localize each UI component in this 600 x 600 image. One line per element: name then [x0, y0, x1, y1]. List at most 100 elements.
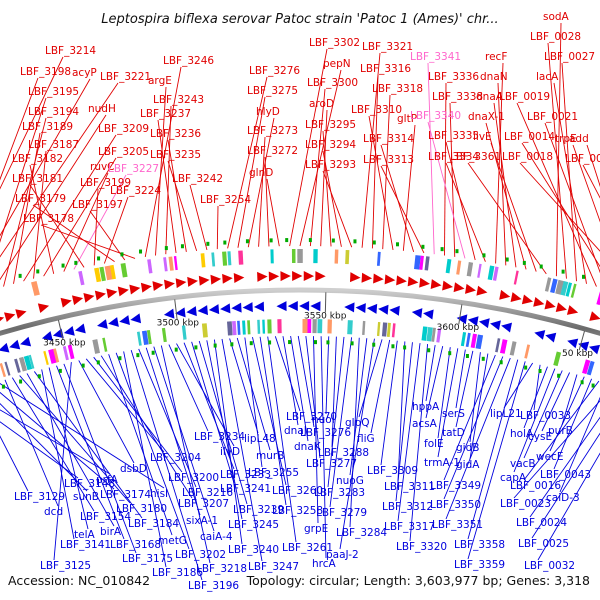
- leader-line: [380, 165, 425, 254]
- tick-mark: [578, 330, 585, 351]
- feature-marker: [136, 353, 140, 358]
- feature-marker: [285, 238, 289, 243]
- leader-line: [183, 342, 235, 470]
- forward-gene-arrow: [407, 276, 419, 287]
- leader-line: [349, 338, 368, 476]
- leader-line: [48, 367, 89, 530]
- reverse-gene-arrow: [411, 308, 423, 319]
- gene-label: LBF_3168: [110, 539, 161, 551]
- gene-label: LBF_0023: [500, 498, 551, 510]
- reverse-cog-block: [102, 337, 108, 352]
- reverse-gene-arrow: [378, 304, 389, 315]
- reverse-cog-block: [509, 341, 517, 356]
- gene-label: LBF_3361: [450, 151, 501, 163]
- leader-line: [266, 178, 280, 247]
- gene-label: LBF_3334: [428, 151, 479, 163]
- leader-line: [43, 157, 117, 277]
- forward-gene-arrow: [384, 274, 396, 285]
- forward-cog-block: [413, 255, 421, 270]
- leader-line: [247, 117, 275, 248]
- leader-line: [53, 362, 72, 561]
- feature-marker: [313, 340, 317, 345]
- gene-label: LBF_3175: [122, 553, 173, 565]
- feature-marker: [561, 269, 565, 274]
- reverse-cog-block: [181, 325, 187, 340]
- feature-marker: [269, 238, 273, 243]
- leader-line: [41, 369, 75, 540]
- gene-label: LBF_3148: [64, 478, 115, 490]
- leader-line: [26, 373, 115, 527]
- gene-label: sunB: [73, 491, 99, 503]
- feature-marker: [372, 240, 376, 245]
- gene-label: LBF_3197: [72, 199, 123, 211]
- leader-line: [0, 82, 119, 258]
- feature-marker: [455, 249, 459, 254]
- reverse-cog-block: [53, 348, 60, 363]
- forward-cog-block: [109, 264, 116, 280]
- leader-line: [236, 337, 271, 451]
- forward-cog-block: [222, 251, 228, 266]
- accession-label: Accession: NC_010842: [8, 573, 150, 588]
- gene-label: recF: [485, 51, 507, 63]
- leader-line: [309, 88, 326, 247]
- gene-label: LBF_0024: [516, 517, 567, 529]
- feature-marker: [499, 360, 503, 365]
- leader-line: [469, 352, 481, 443]
- reverse-cog-block: [201, 323, 208, 338]
- gene-label: LBF_3258: [272, 505, 323, 517]
- reverse-gene-arrow: [242, 302, 253, 313]
- leader-line: [85, 358, 165, 453]
- gene-label: nudH: [88, 103, 116, 115]
- map-title: Leptospira biflexa serovar Patoc strain …: [101, 12, 498, 27]
- reverse-cog-block: [14, 358, 21, 373]
- gene-label: prfA: [96, 474, 119, 486]
- gene-label: LBF_3174: [100, 489, 151, 501]
- leader-line: [100, 355, 193, 499]
- feature-marker: [120, 252, 124, 257]
- feature-marker: [1, 384, 5, 389]
- gene-label: LBF_3260: [272, 485, 323, 497]
- forward-gene-arrow: [419, 277, 430, 288]
- leader-line: [168, 344, 209, 432]
- gene-label: LBF_0028: [530, 31, 581, 43]
- gene-label: serS: [442, 408, 465, 420]
- leader-line: [513, 400, 600, 499]
- leader-line: [503, 362, 534, 409]
- leader-line: [155, 86, 167, 256]
- gene-label: ilvD: [220, 446, 240, 458]
- forward-cog-block: [570, 283, 577, 298]
- reverse-cog-block: [470, 333, 478, 349]
- gene-label: LBF_3227: [108, 163, 159, 175]
- reverse-gene-arrow: [41, 331, 53, 341]
- gene-label: LBF_0027: [544, 51, 595, 63]
- leader-line: [561, 62, 577, 282]
- gene-label: glnD: [249, 167, 273, 179]
- reverse-cog-block: [227, 321, 233, 336]
- leader-line: [264, 156, 270, 247]
- gene-label: purB: [548, 425, 573, 437]
- gene-label: LBF_3187: [28, 139, 79, 151]
- reverse-gene-arrow: [467, 316, 479, 327]
- gene-label: acyP: [72, 67, 97, 79]
- gene-label: add: [569, 133, 589, 145]
- leader-line: [93, 188, 99, 266]
- reverse-cog-block: [391, 323, 396, 338]
- reverse-gene-arrow: [231, 302, 242, 313]
- gene-label: LBF_3189: [22, 121, 73, 133]
- reverse-gene-arrow: [163, 308, 175, 319]
- feature-marker: [591, 383, 595, 388]
- forward-gene-arrow: [476, 285, 488, 296]
- reverse-gene-arrow: [74, 323, 86, 334]
- gene-label: acsA: [412, 418, 438, 430]
- leader-line: [443, 354, 496, 481]
- reverse-gene-arrow: [276, 301, 287, 312]
- leader-line: [582, 164, 600, 199]
- leader-line: [130, 350, 203, 581]
- gene-label: nuoI: [312, 414, 335, 426]
- forward-gene-arrow: [117, 286, 129, 297]
- reverse-gene-arrow: [0, 342, 10, 353]
- gene-label: LBF_3276: [249, 65, 300, 77]
- forward-cog-block: [78, 270, 85, 286]
- gene-label: LBF_3184: [128, 518, 179, 530]
- leader-line: [229, 338, 259, 434]
